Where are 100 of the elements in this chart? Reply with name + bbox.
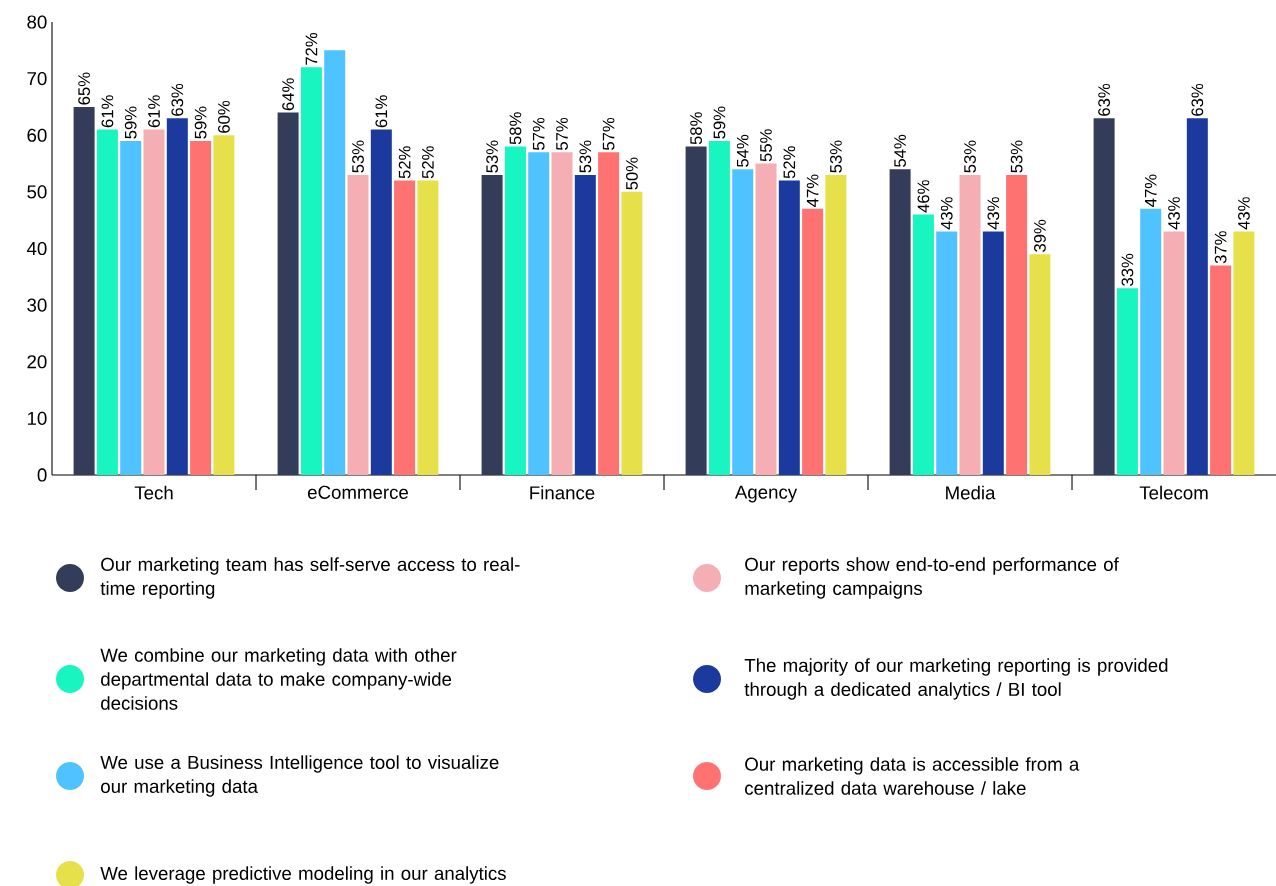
data-label: 61% [101, 95, 114, 128]
data-label: 37% [1214, 231, 1227, 264]
data-label: 53% [830, 140, 842, 173]
y-tick-label: 0 [37, 468, 47, 482]
bar [802, 208, 824, 475]
data-label: 47% [1144, 174, 1157, 207]
y-tick-label: 40 [26, 241, 47, 256]
bar [394, 180, 416, 475]
data-label: 54% [736, 134, 749, 167]
legend-label: The majority of our marketing reporting is provided through a dedicated analytics / BI tool [744, 658, 1168, 700]
data-label: 60% [218, 100, 230, 133]
bar [1140, 208, 1162, 475]
bar [417, 180, 439, 475]
bar [621, 191, 643, 475]
data-label: 33% [1121, 253, 1134, 286]
x-tick-label: Tech [134, 485, 173, 500]
x-tick-label: eCommerce [307, 485, 408, 499]
legend-label: We leverage predictive modeling in our analytics [100, 866, 506, 884]
data-label: 64% [282, 78, 295, 111]
bar [347, 174, 369, 475]
bar [504, 146, 526, 475]
bar [190, 140, 212, 475]
x-tick-label: Telecom [1139, 485, 1208, 500]
data-label: 43% [1168, 197, 1180, 230]
bar [324, 50, 346, 475]
bar [300, 67, 322, 475]
legend-label: We combine our marketing data with other departmental data to make company-wide decisions [100, 648, 457, 710]
data-label: 58% [509, 112, 522, 145]
data-label: 39% [1034, 219, 1046, 252]
bar [755, 163, 777, 475]
bar [277, 112, 299, 475]
data-label: 50% [626, 157, 638, 190]
bar [1163, 231, 1185, 475]
data-label: 72% [305, 32, 318, 65]
bar [708, 140, 730, 475]
data-label: 58% [690, 112, 703, 145]
data-label: 53% [1010, 140, 1023, 173]
data-label: 63% [171, 83, 184, 116]
bar [551, 152, 573, 475]
bar [778, 180, 800, 475]
data-label: 59% [713, 106, 726, 139]
bar [213, 135, 235, 475]
y-tick-label: 80 [27, 15, 47, 29]
bar [143, 129, 165, 475]
x-tick-label: Finance [530, 485, 595, 500]
bar [912, 214, 934, 475]
data-label: 57% [556, 117, 568, 150]
x-tick-label: Agency [734, 485, 798, 503]
bar [598, 152, 620, 475]
x-tick-label: Media [946, 485, 996, 500]
data-label: 59% [124, 106, 137, 139]
data-label: 61% [148, 95, 160, 128]
data-label: 46% [917, 180, 930, 213]
data-label: 43% [940, 197, 953, 230]
bar [936, 231, 958, 475]
y-tick-label: 50 [27, 185, 47, 199]
bar [1006, 174, 1028, 475]
data-label: 54% [894, 134, 906, 167]
bar [959, 174, 981, 475]
bar [370, 129, 392, 475]
y-tick-label: 10 [27, 411, 47, 425]
bar [166, 118, 188, 475]
data-label: 53% [964, 140, 976, 173]
data-label: 57% [602, 117, 615, 150]
data-label: 43% [987, 197, 1000, 230]
y-tick-label: 60 [27, 128, 47, 142]
bar [1029, 254, 1051, 475]
legend-label: Our marketing team has self-serve access to real-time reporting [100, 557, 520, 599]
bar [982, 231, 1004, 475]
data-label: 52% [422, 146, 434, 179]
data-label: 53% [486, 140, 499, 173]
bar [1233, 231, 1255, 475]
bar [1210, 265, 1232, 475]
bar [1186, 118, 1208, 475]
bar [481, 174, 503, 475]
y-tick-label: 20 [27, 355, 47, 369]
data-label: 52% [398, 146, 411, 179]
bar [96, 129, 118, 475]
bar [825, 174, 847, 475]
bar [732, 169, 754, 475]
data-label: 63% [1098, 83, 1111, 116]
bar [528, 152, 550, 475]
bar [1093, 118, 1115, 475]
bar [889, 169, 911, 475]
data-label: 63% [1191, 83, 1204, 116]
bar [1116, 288, 1138, 475]
data-label: 47% [806, 174, 819, 207]
bar [120, 140, 142, 475]
data-label: 43% [1238, 197, 1250, 230]
bar [574, 174, 596, 475]
bar [685, 146, 707, 475]
y-tick-label: 30 [27, 298, 47, 312]
bar [73, 106, 95, 475]
data-label: 53% [579, 140, 592, 173]
data-label: 52% [783, 146, 796, 179]
legend-label: Our marketing data is accessible from a centralized data warehouse / lake [745, 757, 1080, 795]
legend-label: We use a Business Intelligence tool to visualize our marketing data [100, 755, 499, 797]
y-tick-label: 70 [27, 72, 47, 86]
data-label: 59% [194, 106, 207, 139]
data-label: 57% [532, 117, 545, 150]
